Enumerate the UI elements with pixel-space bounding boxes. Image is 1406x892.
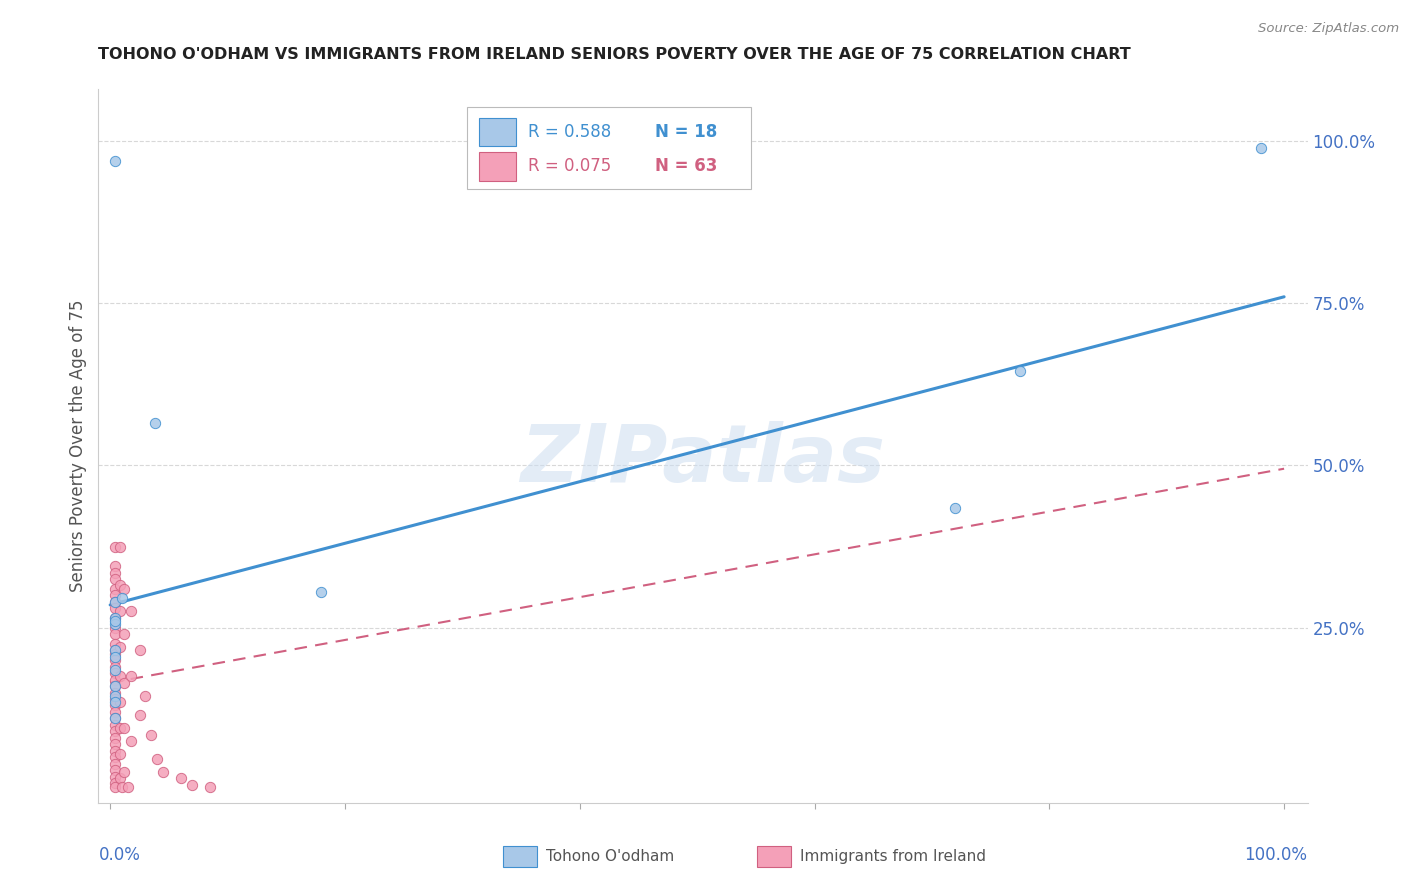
Point [108, 640, 131, 654]
Point [108, 604, 131, 618]
Point [108, 771, 131, 785]
Point [104, 595, 127, 609]
Point [104, 689, 127, 703]
Point [945, 500, 967, 515]
Point [104, 617, 127, 632]
Point [104, 601, 127, 615]
Point [111, 780, 134, 795]
Point [108, 578, 131, 592]
Point [104, 718, 127, 732]
Point [128, 708, 150, 723]
Point [120, 734, 142, 748]
Point [112, 627, 135, 641]
Point [117, 780, 139, 795]
Text: 100.0%: 100.0% [1244, 846, 1308, 863]
Point [104, 776, 127, 790]
Text: TOHONO O'ODHAM VS IMMIGRANTS FROM IRELAND SENIORS POVERTY OVER THE AGE OF 75 COR: TOHONO O'ODHAM VS IMMIGRANTS FROM IRELAN… [98, 47, 1132, 62]
Point [104, 711, 127, 725]
Point [104, 695, 127, 709]
Point [104, 663, 127, 677]
Text: Tohono O'odham: Tohono O'odham [546, 849, 673, 863]
Point [152, 764, 174, 779]
Point [104, 621, 127, 635]
Point [104, 770, 127, 784]
Point [104, 643, 127, 657]
Text: ZIPatlas: ZIPatlas [520, 421, 886, 500]
Point [104, 643, 127, 657]
Point [108, 540, 131, 554]
Point [120, 669, 142, 683]
Point [104, 647, 127, 661]
Point [104, 724, 127, 739]
Point [141, 728, 163, 742]
Point [104, 153, 127, 168]
Point [108, 695, 131, 709]
FancyBboxPatch shape [467, 107, 751, 189]
Text: Source: ZipAtlas.com: Source: ZipAtlas.com [1258, 22, 1399, 36]
Point [104, 756, 127, 771]
Point [104, 705, 127, 719]
Point [112, 764, 135, 779]
Text: R = 0.588: R = 0.588 [527, 123, 612, 141]
Point [104, 566, 127, 580]
Point [112, 721, 135, 735]
Point [146, 752, 169, 766]
Point [104, 611, 127, 625]
FancyBboxPatch shape [479, 118, 516, 146]
Point [104, 738, 127, 752]
Point [112, 582, 135, 596]
Y-axis label: Seniors Poverty Over the Age of 75: Seniors Poverty Over the Age of 75 [69, 300, 87, 592]
Text: R = 0.075: R = 0.075 [527, 157, 612, 175]
Point [104, 780, 127, 795]
Point [1008, 364, 1031, 378]
Point [104, 649, 127, 664]
Point [181, 778, 204, 792]
Point [104, 698, 127, 713]
Text: N = 18: N = 18 [655, 123, 717, 141]
Point [104, 666, 127, 681]
Point [112, 675, 135, 690]
Point [120, 604, 142, 618]
Point [104, 627, 127, 641]
Point [104, 637, 127, 651]
Point [143, 417, 166, 431]
Point [104, 653, 127, 667]
FancyBboxPatch shape [758, 846, 792, 867]
Point [128, 643, 150, 657]
Point [104, 614, 127, 628]
Point [108, 747, 131, 761]
Point [104, 750, 127, 764]
Point [104, 611, 127, 625]
Point [108, 669, 131, 683]
FancyBboxPatch shape [503, 846, 537, 867]
Text: 0.0%: 0.0% [98, 846, 141, 863]
Point [104, 595, 127, 609]
Point [104, 731, 127, 745]
Point [108, 721, 131, 735]
Point [104, 685, 127, 699]
Point [104, 679, 127, 693]
Point [311, 585, 333, 599]
Text: N = 63: N = 63 [655, 157, 717, 175]
Point [104, 744, 127, 758]
Point [104, 679, 127, 693]
FancyBboxPatch shape [479, 152, 516, 180]
Point [198, 780, 221, 795]
Point [104, 588, 127, 602]
Point [104, 572, 127, 586]
Point [111, 591, 134, 606]
Point [104, 711, 127, 725]
Point [104, 764, 127, 778]
Point [1250, 140, 1272, 154]
Text: Immigrants from Ireland: Immigrants from Ireland [800, 849, 986, 863]
Point [104, 582, 127, 596]
Point [104, 692, 127, 706]
Point [104, 673, 127, 687]
Point [104, 659, 127, 673]
Point [104, 559, 127, 574]
Point [104, 540, 127, 554]
Point [169, 771, 191, 785]
Point [134, 689, 156, 703]
